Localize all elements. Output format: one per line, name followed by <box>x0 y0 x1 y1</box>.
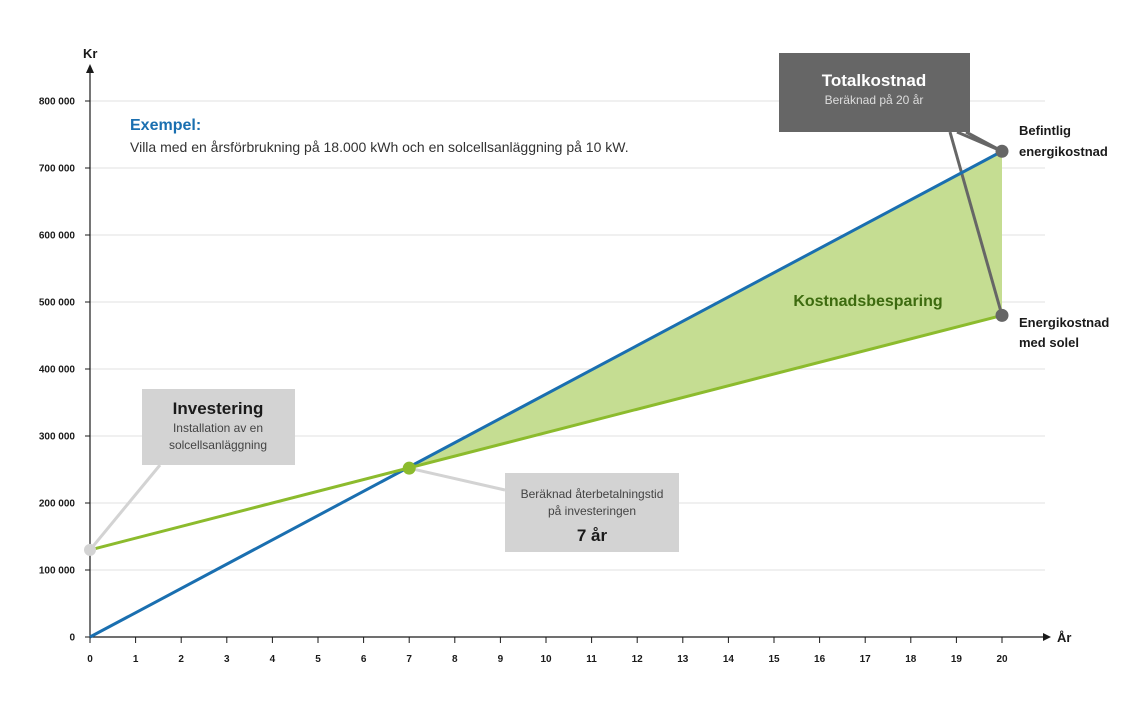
payback-line2: på investeringen <box>548 504 636 518</box>
x-tick-label: 8 <box>452 654 458 665</box>
x-tick-label: 7 <box>406 654 412 665</box>
investment-line1: Installation av en <box>173 421 263 435</box>
series-line-existing-cost <box>89 149 1003 639</box>
x-tick-label: 4 <box>270 654 276 665</box>
y-tick-label: 400 000 <box>39 365 76 376</box>
payback-box-bg <box>505 473 679 552</box>
existing-cost-end-marker <box>995 144 1009 158</box>
total-cost-title: Totalkostnad <box>822 71 927 90</box>
callout-connectors <box>88 130 1004 551</box>
investment-box: Investering Installation av en solcellsa… <box>142 389 295 465</box>
solar-cost-end-marker <box>995 308 1009 322</box>
x-axis-arrow <box>1043 633 1051 641</box>
investment-start-marker <box>84 543 96 556</box>
payback-line1: Beräknad återbetalningstid <box>521 487 664 501</box>
investment-connector <box>88 464 162 551</box>
total-connector-existing-b <box>965 130 1003 153</box>
x-tick-label: 3 <box>224 654 230 665</box>
y-tick-label: 100 000 <box>39 566 76 577</box>
solar-cost-label-1: Energikostnad <box>1019 315 1109 330</box>
y-axis-label: Kr <box>83 46 97 61</box>
x-tick-label: 6 <box>361 654 367 665</box>
total-cost-box-bg <box>779 53 970 132</box>
y-tick-label: 600 000 <box>39 231 76 242</box>
investment-box-bg <box>142 389 295 465</box>
y-tick-label: 200 000 <box>39 499 76 510</box>
x-tick-label: 16 <box>814 654 826 665</box>
x-tick-label: 15 <box>768 654 780 665</box>
y-tick-label: 0 <box>69 633 75 644</box>
x-tick-label: 14 <box>723 654 735 665</box>
y-tick-label: 700 000 <box>39 164 76 175</box>
existing-cost-label-1: Befintlig <box>1019 123 1071 138</box>
x-tick-label: 2 <box>178 654 184 665</box>
example-title: Exempel: <box>130 117 201 134</box>
savings-label: Kostnadsbesparing <box>793 293 942 310</box>
solar-cost-label-2: med solel <box>1019 335 1079 350</box>
payback-value: 7 år <box>577 526 608 545</box>
payback-connector <box>408 466 506 492</box>
example-text: Villa med en årsförbrukning på 18.000 kW… <box>130 139 629 155</box>
payback-box: Beräknad återbetalningstid på investerin… <box>505 473 679 552</box>
x-tick-label: 12 <box>632 654 644 665</box>
series-lines <box>89 149 1003 639</box>
total-connector-solar <box>948 131 1004 316</box>
point-markers <box>84 144 1009 556</box>
investment-line2: solcellsanläggning <box>169 438 267 452</box>
x-tick-label: 20 <box>996 654 1008 665</box>
y-axis-arrow <box>86 64 94 73</box>
x-tick-label: 13 <box>677 654 689 665</box>
x-tick-label: 11 <box>586 654 597 665</box>
x-tick-label: 5 <box>315 654 321 665</box>
total-cost-box: Totalkostnad Beräknad på 20 år <box>779 53 970 132</box>
payback-marker <box>402 461 416 475</box>
x-tick-label: 10 <box>540 654 552 665</box>
investment-title: Investering <box>173 399 264 418</box>
x-tick-label: 9 <box>498 654 504 665</box>
axis-ticks: 0 100 000 200 000 300 000 400 000 500 000 600 … <box>39 97 1008 666</box>
x-tick-label: 1 <box>133 654 139 665</box>
y-tick-label: 500 000 <box>39 298 76 309</box>
x-tick-label: 19 <box>951 654 963 665</box>
x-tick-label: 18 <box>905 654 917 665</box>
y-tick-label: 800 000 <box>39 97 76 108</box>
x-tick-label: 17 <box>860 654 872 665</box>
x-tick-label: 0 <box>87 654 93 665</box>
series-line-solar-cost <box>89 313 1003 552</box>
total-cost-subtitle: Beräknad på 20 år <box>825 93 924 107</box>
existing-cost-label-2: energikostnad <box>1019 144 1108 159</box>
x-axis-label: År <box>1057 630 1071 645</box>
y-tick-label: 300 000 <box>39 432 76 443</box>
